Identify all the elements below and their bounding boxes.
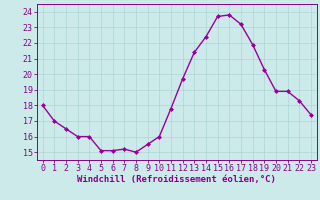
X-axis label: Windchill (Refroidissement éolien,°C): Windchill (Refroidissement éolien,°C) xyxy=(77,175,276,184)
